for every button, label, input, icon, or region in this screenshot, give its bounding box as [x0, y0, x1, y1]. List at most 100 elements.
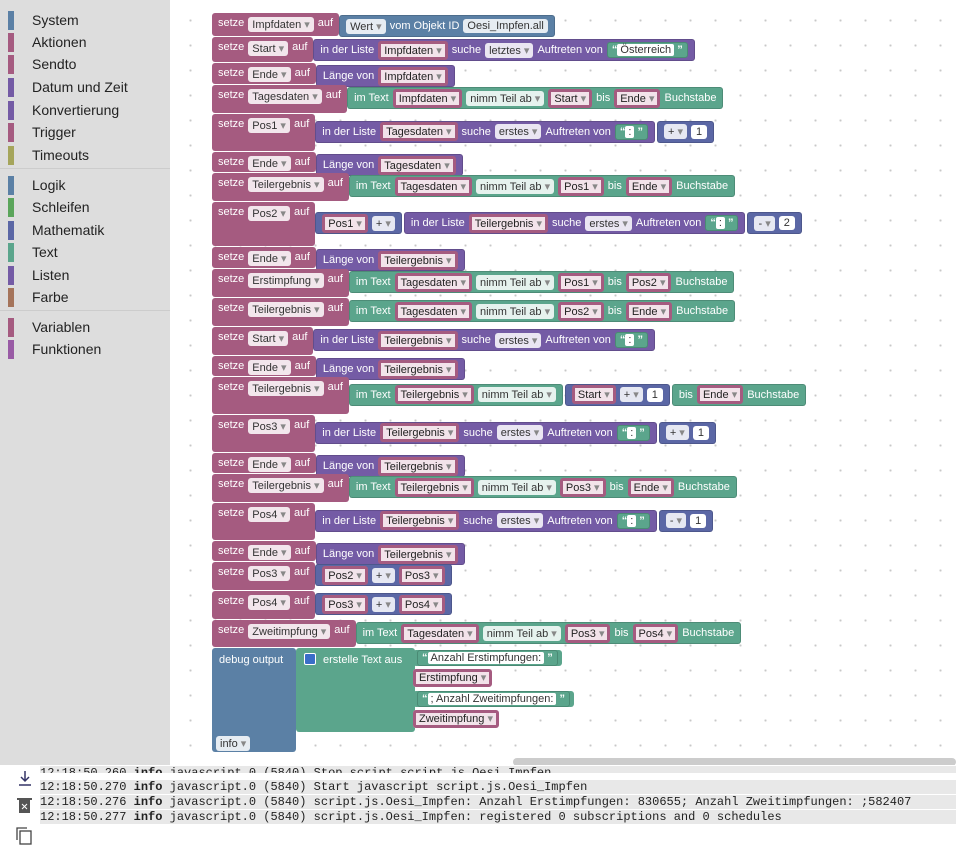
dropdown[interactable]: erstes: [496, 425, 544, 440]
variable[interactable]: Teilergebnis: [378, 359, 458, 379]
category[interactable]: Datum und Zeit: [8, 77, 168, 97]
category-label[interactable]: System: [32, 12, 79, 28]
category-label[interactable]: Funktionen: [32, 341, 102, 357]
category[interactable]: Aktionen: [8, 32, 168, 52]
text-literal[interactable]: :: [616, 424, 650, 441]
variable[interactable]: Teilergebnis: [380, 423, 460, 442]
dropdown[interactable]: nimm Teil ab: [475, 178, 555, 194]
category-label[interactable]: Mathematik: [32, 222, 105, 238]
text-value[interactable]: Österreich: [617, 44, 675, 56]
category[interactable]: System: [8, 10, 168, 30]
dropdown[interactable]: erstes: [494, 124, 542, 139]
variable[interactable]: Impfdaten: [392, 88, 463, 108]
variable[interactable]: Pos1: [322, 213, 368, 233]
block[interactable]: setzeStartaufin der ListeImpfdatensuchel…: [212, 37, 695, 62]
category[interactable]: Mathematik: [8, 220, 168, 240]
variable[interactable]: Pos3: [564, 623, 611, 643]
block[interactable]: setzePos3aufPos2+Pos3: [212, 562, 452, 590]
text-literal[interactable]: Österreich: [606, 42, 688, 58]
variable[interactable]: Pos1: [558, 176, 604, 196]
field[interactable]: Oesi_Impfen.all: [463, 19, 548, 33]
dropdown[interactable]: Ende: [248, 545, 291, 560]
number[interactable]: 1: [691, 124, 708, 139]
category-label[interactable]: Konvertierung: [32, 102, 120, 118]
create-text-block[interactable]: erstelle Text aus: [296, 648, 415, 732]
dropdown[interactable]: Pos4: [248, 507, 290, 522]
variable[interactable]: Pos3: [559, 477, 606, 497]
dropdown[interactable]: Pos1: [248, 118, 290, 133]
category[interactable]: Listen: [8, 265, 168, 285]
text-literal[interactable]: :: [614, 332, 648, 348]
dropdown[interactable]: Pos3: [248, 566, 290, 581]
block[interactable]: setzePos4aufPos3+Pos4: [212, 591, 452, 619]
variable[interactable]: Teilergebnis: [380, 511, 460, 530]
dropdown[interactable]: nimm Teil ab: [475, 274, 555, 290]
category[interactable]: Funktionen: [8, 339, 168, 359]
dropdown[interactable]: -: [665, 513, 687, 528]
text-literal[interactable]: Anzahl Erstimpfungen:: [417, 650, 558, 666]
dropdown[interactable]: Teilergebnis: [248, 381, 324, 396]
variable[interactable]: Pos2: [625, 272, 672, 292]
dropdown[interactable]: nimm Teil ab: [466, 90, 545, 106]
variable[interactable]: Ende: [625, 301, 673, 321]
dropdown[interactable]: erstes: [585, 215, 632, 231]
variable[interactable]: Tagesdaten: [380, 122, 458, 141]
dropdown[interactable]: +: [371, 215, 395, 231]
variable[interactable]: Pos2: [322, 565, 368, 585]
scroll-icon[interactable]: [19, 771, 31, 786]
variable[interactable]: Teilergebnis: [378, 330, 458, 350]
dropdown[interactable]: +: [371, 596, 395, 612]
dropdown[interactable]: Ende: [248, 457, 291, 472]
text-value[interactable]: ; Anzahl Zweitimpfungen:: [427, 693, 557, 705]
dropdown[interactable]: -: [754, 215, 775, 231]
category-label[interactable]: Text: [32, 244, 58, 260]
category-label[interactable]: Aktionen: [32, 34, 87, 50]
dropdown[interactable]: erstes: [494, 332, 542, 348]
variable[interactable]: Ende: [614, 88, 661, 108]
number[interactable]: 2: [778, 216, 795, 230]
variable[interactable]: Erstimpfung: [413, 669, 493, 687]
dropdown[interactable]: nimm Teil ab: [475, 303, 555, 319]
dropdown[interactable]: Pos3: [248, 419, 290, 434]
category-label[interactable]: Datum und Zeit: [32, 79, 128, 95]
variable[interactable]: Tagesdaten: [378, 155, 456, 175]
text-literal[interactable]: ; Anzahl Zweitimpfungen:: [417, 691, 570, 707]
variable[interactable]: Teilergebnis: [378, 250, 458, 270]
debug-block[interactable]: debug output info: [212, 648, 296, 752]
dropdown[interactable]: nimm Teil ab: [477, 387, 556, 402]
category-label[interactable]: Variablen: [32, 319, 91, 335]
text-value[interactable]: :: [715, 217, 725, 229]
block[interactable]: setzeTeilergebnisaufim TextTagesdatennim…: [212, 173, 736, 201]
block[interactable]: setzePos1aufin der ListeTagesdatensuchee…: [212, 114, 715, 151]
dropdown[interactable]: Impfdaten: [248, 17, 314, 32]
variable[interactable]: Ende: [696, 385, 744, 404]
variable[interactable]: Teilergebnis: [378, 544, 458, 564]
variable[interactable]: Teilergebnis: [468, 213, 549, 233]
variable[interactable]: Pos2: [558, 301, 604, 321]
variable[interactable]: Teilergebnis: [394, 477, 474, 497]
dropdown[interactable]: Start: [248, 331, 289, 346]
category[interactable]: Schleifen: [8, 197, 168, 217]
block[interactable]: setzeTeilergebnisaufim TextTeilergebnisn…: [212, 474, 737, 502]
category-label[interactable]: Sendto: [32, 56, 77, 72]
variable[interactable]: Start: [548, 88, 593, 108]
variable[interactable]: Impfdaten: [378, 40, 448, 60]
text-value[interactable]: :: [625, 125, 635, 138]
dropdown[interactable]: Wert: [346, 18, 386, 34]
category[interactable]: Variablen: [8, 317, 168, 337]
variable[interactable]: Impfdaten: [378, 66, 448, 86]
variable[interactable]: Tagesdaten: [394, 272, 472, 292]
category[interactable]: Konvertierung: [8, 100, 168, 120]
text-literal[interactable]: :: [705, 215, 739, 231]
variable[interactable]: Tagesdaten: [394, 176, 472, 196]
number[interactable]: 1: [646, 387, 663, 402]
category-label[interactable]: Listen: [32, 267, 70, 283]
variable[interactable]: Start: [571, 385, 616, 404]
text-value[interactable]: :: [625, 334, 635, 346]
dropdown[interactable]: Ende: [248, 251, 291, 266]
